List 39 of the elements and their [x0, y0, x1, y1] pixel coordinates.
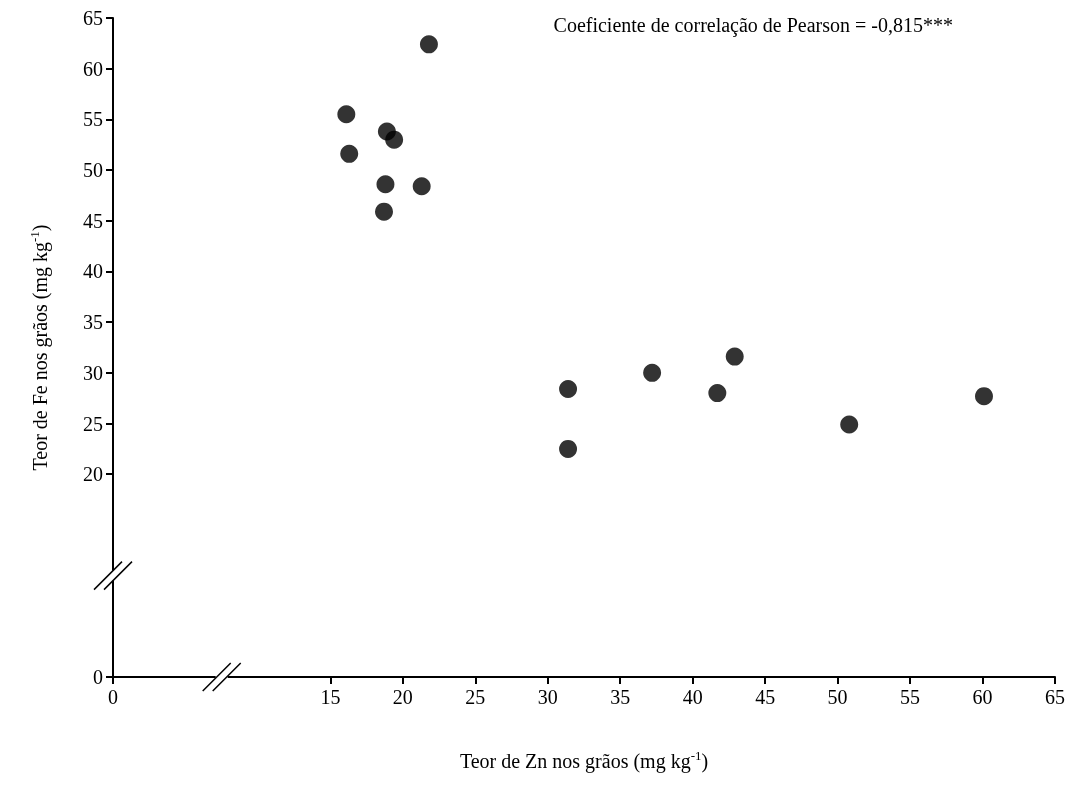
point [725, 347, 744, 366]
y-tick-label: 35 [83, 311, 103, 334]
x-tick-label: 60 [972, 686, 993, 708]
x-tick-label: 15 [320, 686, 341, 708]
point [708, 384, 727, 403]
point [840, 415, 859, 434]
x-tick-label: 65 [1045, 686, 1065, 708]
point [559, 380, 578, 399]
point [412, 177, 431, 196]
point [376, 175, 395, 194]
y-tick-label: 55 [83, 108, 103, 131]
point [385, 130, 404, 149]
point [643, 363, 662, 382]
y-tick-label: 25 [83, 412, 103, 435]
x-tick-label: 45 [755, 686, 776, 708]
y-tick-label: 65 [83, 7, 103, 29]
y-tick-label: 20 [83, 463, 103, 486]
y-tick-label: 50 [83, 159, 103, 182]
x-tick-label: 55 [900, 686, 921, 708]
y-tick-label: 45 [83, 209, 103, 232]
x-tick-label: 50 [827, 686, 848, 708]
point [340, 144, 359, 163]
y-tick-label: 60 [83, 57, 103, 80]
x-tick-label: 0 [108, 686, 118, 708]
point [375, 202, 394, 221]
y-tick-label: 40 [83, 260, 103, 283]
y-axis-title: Teor de Fe nos grãos (mg kg-1) [27, 224, 52, 471]
y-tick-label: 30 [83, 361, 103, 384]
point [419, 35, 438, 54]
x-tick-label: 35 [610, 686, 631, 708]
point [559, 439, 578, 458]
point [337, 105, 356, 124]
annotation: Coeficiente de correlação de Pearson = -0,815*** [553, 14, 953, 37]
x-tick-label: 40 [682, 686, 703, 708]
point [975, 387, 993, 406]
y-tick-label: 0 [93, 666, 103, 688]
x-tick-label: 30 [537, 686, 558, 708]
x-tick-label: 20 [392, 686, 413, 708]
x-tick-label: 25 [465, 686, 486, 708]
